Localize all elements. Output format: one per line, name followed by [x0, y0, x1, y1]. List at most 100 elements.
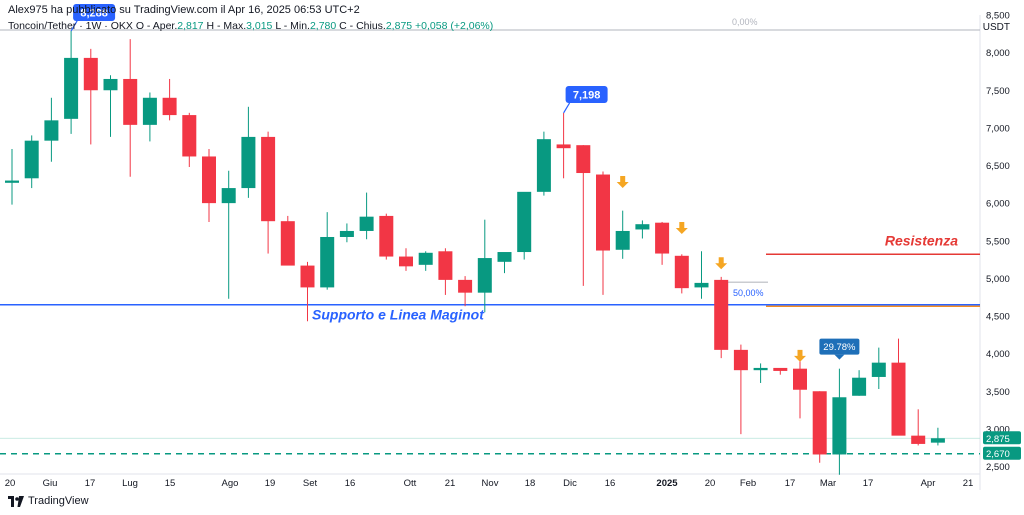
candle-body[interactable] [221, 188, 236, 204]
candle-body[interactable] [123, 78, 138, 125]
y-tick-label: 7,500 [986, 86, 1010, 97]
high-value: 3,015 [246, 20, 273, 32]
candle-body[interactable] [536, 139, 551, 192]
candle-body[interactable] [556, 144, 571, 149]
close-label: C - Chius. [339, 20, 386, 32]
low-price-label: 2,670 [986, 449, 1010, 460]
candle-body[interactable] [477, 258, 492, 293]
candle-body[interactable] [576, 145, 591, 174]
candle-body[interactable] [615, 230, 630, 250]
pct-callout-label: 29.78% [823, 342, 856, 353]
x-tick-label: Mar [820, 478, 836, 489]
low-price-badge [983, 446, 1021, 460]
candle-body[interactable] [694, 282, 709, 288]
x-tick-label: 17 [85, 478, 96, 489]
brand-label[interactable]: TradingView [28, 495, 89, 507]
candle-body[interactable] [418, 252, 433, 265]
resistance-label: Resistenza [885, 232, 958, 248]
candle-body[interactable] [812, 391, 827, 455]
candle-body[interactable] [753, 367, 768, 371]
arrow-down-icon [616, 176, 629, 189]
candle-body[interactable] [655, 222, 670, 254]
candle-body[interactable] [497, 252, 512, 262]
change-value: +0,058 (+2,06%) [415, 20, 494, 32]
candle-body[interactable] [280, 221, 295, 266]
last-price-label: 2,875 [986, 434, 1010, 445]
candle-body[interactable] [300, 265, 315, 288]
symbol-label[interactable]: Toncoin/Tether · 1W · OKX [8, 20, 133, 32]
close-value: 2,875 [385, 20, 413, 32]
y-tick-label: 2,500 [986, 462, 1010, 473]
ohlc-legend: Toncoin/Tether · 1W · OKX O - Aper.2,817… [8, 20, 493, 32]
peak-2-callout-box[interactable] [565, 85, 608, 103]
y-tick-label: 3,500 [986, 387, 1010, 398]
x-tick-label: Apr [921, 478, 936, 489]
pct-callout-box[interactable] [819, 338, 860, 355]
candle-body[interactable] [399, 256, 413, 267]
candle-body[interactable] [517, 191, 532, 253]
peak-1-callout-box[interactable] [73, 3, 116, 21]
candle-body[interactable] [339, 230, 354, 237]
candle-body[interactable] [320, 236, 335, 288]
candle-body[interactable] [930, 438, 945, 443]
candle-body[interactable] [5, 180, 19, 183]
arrow-down-icon [794, 349, 806, 362]
candle-body[interactable] [162, 97, 177, 116]
x-tick-label: Giu [43, 478, 58, 489]
candle-body[interactable] [674, 255, 689, 289]
low-value: 2,780 [309, 20, 337, 32]
candle-body[interactable] [359, 216, 374, 231]
candle-body[interactable] [733, 349, 748, 371]
candle-body[interactable] [773, 367, 788, 371]
candle-body[interactable] [793, 368, 807, 390]
x-tick-label: 2025 [656, 478, 678, 489]
candle-body[interactable] [891, 362, 906, 436]
candle-body[interactable] [871, 362, 886, 377]
y-tick-label: 5,000 [986, 274, 1010, 285]
x-tick-label: 17 [863, 478, 874, 489]
y-tick-label: 3,000 [986, 424, 1010, 435]
peak-1-callout-label: 8,288 [80, 7, 108, 19]
x-tick-label: Feb [740, 478, 756, 489]
open-value: 2,817 [177, 20, 204, 32]
axis-unit: USDT [982, 22, 1010, 33]
tradingview-logo-icon[interactable] [8, 495, 24, 507]
high-label: H - Max. [206, 20, 247, 32]
x-tick-label: Ott [404, 478, 417, 489]
candle-body[interactable] [911, 435, 926, 444]
fib-50-label: 50,00% [733, 288, 764, 298]
peak-2-callout-label: 7,198 [573, 89, 601, 101]
support-label: Supporto e Linea Maginot [312, 307, 485, 323]
candle-body[interactable] [24, 140, 39, 179]
candle-body[interactable] [241, 136, 256, 189]
publisher-line: Alex975 ha pubblicato su TradingView.com… [8, 4, 360, 16]
candle-body[interactable] [438, 251, 453, 280]
candle-body[interactable] [261, 136, 276, 222]
x-tick-label: 15 [165, 478, 176, 489]
candle-body[interactable] [458, 279, 473, 293]
candle-body[interactable] [142, 97, 157, 125]
candle-body[interactable] [64, 57, 79, 119]
x-tick-label: 20 [705, 478, 716, 489]
candle-body[interactable] [635, 224, 650, 230]
candle-body[interactable] [596, 174, 610, 251]
open-label: O - Aper. [135, 20, 178, 32]
candle-body[interactable] [83, 57, 98, 91]
x-tick-label: 18 [525, 478, 536, 489]
candle-body[interactable] [852, 377, 867, 396]
x-tick-label: Set [303, 478, 318, 489]
footer: TradingView [8, 495, 89, 507]
x-tick-label: 21 [963, 478, 974, 489]
y-tick-label: 6,500 [986, 161, 1010, 172]
peak-2-callout-pointer [563, 102, 571, 114]
candle-body[interactable] [379, 215, 394, 257]
candle-body[interactable] [44, 120, 59, 141]
last-price-badge [983, 431, 1021, 445]
candle-body[interactable] [832, 397, 847, 455]
candle-body[interactable] [182, 115, 197, 157]
fib-0-label: 0,00% [732, 17, 758, 27]
candle-body[interactable] [202, 156, 216, 204]
candle-body[interactable] [714, 279, 729, 350]
candle-body[interactable] [103, 78, 118, 91]
